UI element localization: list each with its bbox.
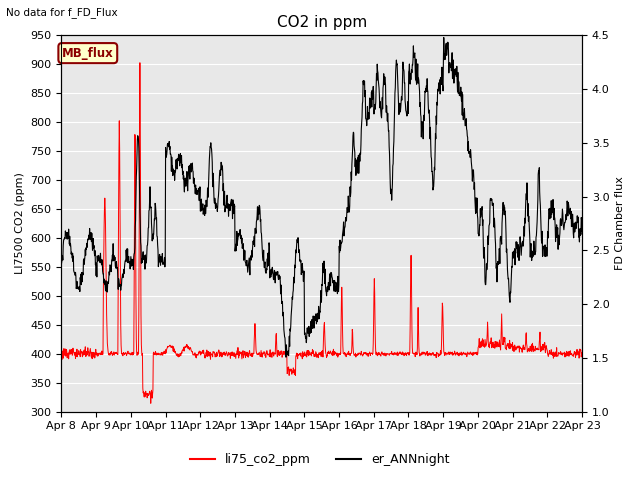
Y-axis label: FD Chamber flux: FD Chamber flux [615, 177, 625, 270]
Text: No data for f_FD_Flux: No data for f_FD_Flux [6, 7, 118, 18]
Y-axis label: LI7500 CO2 (ppm): LI7500 CO2 (ppm) [15, 173, 25, 275]
Title: CO2 in ppm: CO2 in ppm [276, 15, 367, 30]
Legend: li75_co2_ppm, er_ANNnight: li75_co2_ppm, er_ANNnight [186, 448, 454, 471]
Text: MB_flux: MB_flux [62, 47, 114, 60]
